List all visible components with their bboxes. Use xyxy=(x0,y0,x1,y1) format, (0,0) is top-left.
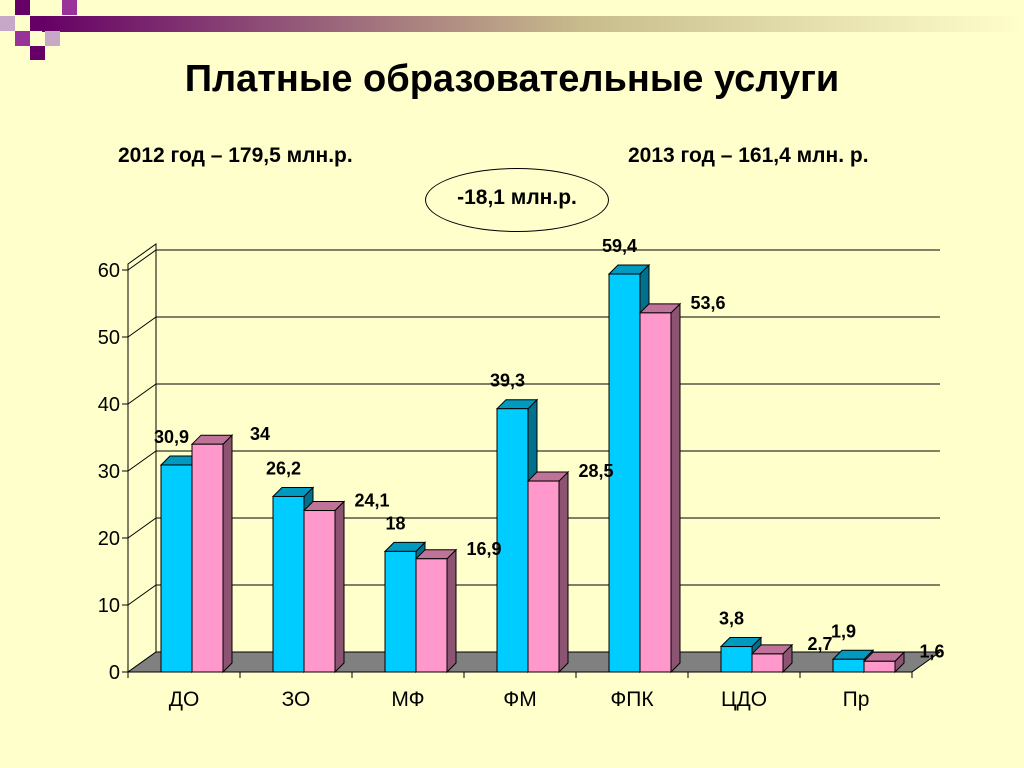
y-tick-label-60: 60 xyxy=(98,260,120,282)
bar-front xyxy=(415,558,448,673)
bar-МФ-series-2 xyxy=(414,548,458,674)
y-tick-label-20: 20 xyxy=(98,528,120,550)
category-label-ЗО: ЗО xyxy=(282,688,311,711)
bar-Пр-series-2 xyxy=(862,651,906,674)
data-label-Пр-series-1: 1,9 xyxy=(831,621,856,641)
y-axis: 0 10 20 30 40 50 60 xyxy=(98,260,129,684)
bar-front xyxy=(863,660,896,673)
bar-side xyxy=(222,433,233,674)
data-label-ДО-series-1: 30,9 xyxy=(154,427,189,447)
gridline-60 xyxy=(127,249,940,271)
category-label-ЦДО: ЦДО xyxy=(721,688,767,711)
bar-front xyxy=(720,646,753,673)
bar-ДО-series-2 xyxy=(190,433,234,674)
data-label-ЗО-series-1: 26,2 xyxy=(266,458,301,478)
x-axis-categories: ДО ЗО МФ ФМ ФПК ЦДО Пр xyxy=(169,688,870,711)
bar-side xyxy=(558,470,569,674)
corner-decoration xyxy=(0,0,1024,60)
category-label-ФПК: ФПК xyxy=(610,688,654,711)
bar-front xyxy=(832,658,865,673)
category-label-Пр: Пр xyxy=(843,688,870,711)
category-label-ДО: ДО xyxy=(169,688,200,711)
data-label-ДО-series-2: 34 xyxy=(250,424,270,444)
y-tick-label-50: 50 xyxy=(98,327,120,349)
y-tick-label-10: 10 xyxy=(98,595,120,617)
bar-front xyxy=(527,480,560,673)
data-label-ФПК-series-2: 53,6 xyxy=(690,293,725,313)
data-label-МФ-series-1: 18 xyxy=(385,513,405,533)
bar-front xyxy=(272,495,305,673)
gridline-50 xyxy=(127,316,940,338)
bar-ЗО-series-2 xyxy=(302,500,346,674)
category-label-МФ: МФ xyxy=(391,688,424,711)
y-tick-label-30: 30 xyxy=(98,461,120,483)
difference-label: -18,1 млн.р. xyxy=(457,186,577,209)
subtitle-2013: 2013 год – 161,4 млн. р. xyxy=(628,144,869,167)
slide-title: Платные образовательные услуги xyxy=(184,58,840,100)
chart-data-labels: 30,9 34 26,2 24,118 16,9 39,3 28,5 59,4 53,6 3,8 2… xyxy=(154,236,945,661)
bar-front xyxy=(191,443,224,673)
data-label-ФМ-series-1: 39,3 xyxy=(490,371,525,391)
bar-front xyxy=(608,273,641,673)
data-label-Пр-series-2: 1,6 xyxy=(919,641,944,661)
bar-front xyxy=(639,312,672,673)
chart-bars xyxy=(159,263,906,674)
bar-front xyxy=(751,653,784,673)
bar-side xyxy=(334,500,345,674)
y-tick-label-0: 0 xyxy=(109,662,120,684)
bar-side xyxy=(446,548,457,674)
category-label-ФМ: ФМ xyxy=(503,688,536,711)
bar-ЦДО-series-2 xyxy=(750,643,794,674)
bar-ФПК-series-2 xyxy=(638,302,682,674)
bar-side xyxy=(670,302,681,674)
data-label-ЗО-series-2: 24,1 xyxy=(354,491,389,511)
data-label-МФ-series-2: 16,9 xyxy=(466,539,501,559)
side-wall xyxy=(127,243,157,673)
y-tick-label-40: 40 xyxy=(98,394,120,416)
subtitle-2012: 2012 год – 179,5 млн.р. xyxy=(118,144,353,167)
bar-front xyxy=(496,408,529,673)
data-label-ЦДО-series-1: 3,8 xyxy=(719,609,744,629)
data-label-ФПК-series-1: 59,4 xyxy=(602,236,637,256)
bar-front xyxy=(160,464,193,673)
difference-oval xyxy=(425,168,609,232)
bar-front xyxy=(303,510,336,673)
data-label-ФМ-series-2: 28,5 xyxy=(578,461,613,481)
bar-front xyxy=(384,550,417,673)
chart-background xyxy=(127,243,157,673)
data-label-ЦДО-series-2: 2,7 xyxy=(807,634,832,654)
bar-ФМ-series-2 xyxy=(526,470,570,674)
